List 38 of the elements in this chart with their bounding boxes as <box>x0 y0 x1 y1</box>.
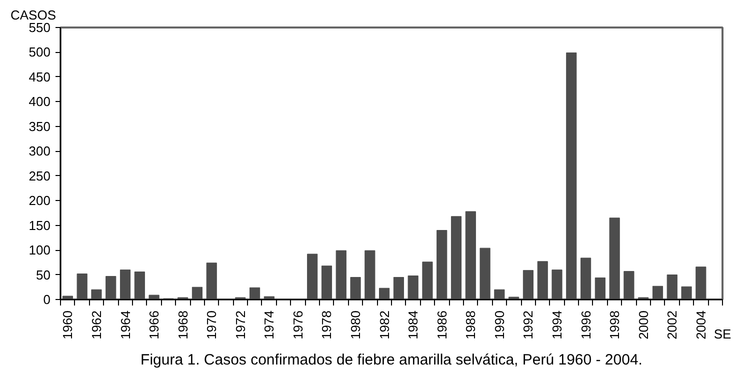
y-tick-label: 0 <box>43 292 51 307</box>
y-tick-label: 350 <box>28 118 51 134</box>
x-tick-label: 1966 <box>146 310 162 340</box>
y-tick-label: 50 <box>36 267 51 282</box>
x-tick-label: 1976 <box>290 310 306 340</box>
x-tick-label: 2004 <box>693 310 708 340</box>
x-tick-label: 1964 <box>118 310 133 340</box>
x-tick-label: 1984 <box>406 310 421 340</box>
x-tick-label: 1978 <box>319 310 334 340</box>
y-tick-label: 250 <box>28 168 51 184</box>
y-axis-title: CASOS <box>10 8 56 22</box>
y-tick-label: 150 <box>28 218 51 233</box>
y-tick-label: 450 <box>28 69 51 84</box>
y-tick-label: 300 <box>28 144 51 159</box>
y-tick-label: 400 <box>28 94 51 110</box>
x-tick-label: 1974 <box>262 310 277 340</box>
x-tick-label: 1988 <box>463 310 478 340</box>
x-tick-label: 1992 <box>520 310 536 340</box>
x-tick-label: 1986 <box>434 310 450 340</box>
x-tick-label: 2000 <box>636 310 651 340</box>
y-tick-label: 500 <box>28 44 51 60</box>
x-tick-label: 1998 <box>607 310 622 340</box>
y-tick-label: 100 <box>28 242 51 258</box>
x-tick-label: 1960 <box>60 310 76 340</box>
x-tick-label: 1994 <box>550 310 564 340</box>
x-tick-label: 1972 <box>232 310 248 340</box>
x-tick-label: 1968 <box>175 310 190 340</box>
x-tick-label: 1970 <box>204 310 220 340</box>
y-tick-label: 200 <box>28 193 51 208</box>
x-tick-label: 2002 <box>664 310 680 340</box>
x-tick-label: 1990 <box>492 310 507 340</box>
x-tick-label: 1996 <box>578 310 594 340</box>
x-tick-label: 1980 <box>348 310 364 340</box>
text: Figura 1. Casos confirmados de fiebre amarilla selvática, Perú 1960 - 2004. <box>140 352 642 368</box>
x-tick-label: 1982 <box>376 310 392 340</box>
x-axis-title: SE <box>714 326 732 342</box>
x-tick-label: 1962 <box>88 310 104 340</box>
y-tick-label: 550 <box>28 20 51 35</box>
